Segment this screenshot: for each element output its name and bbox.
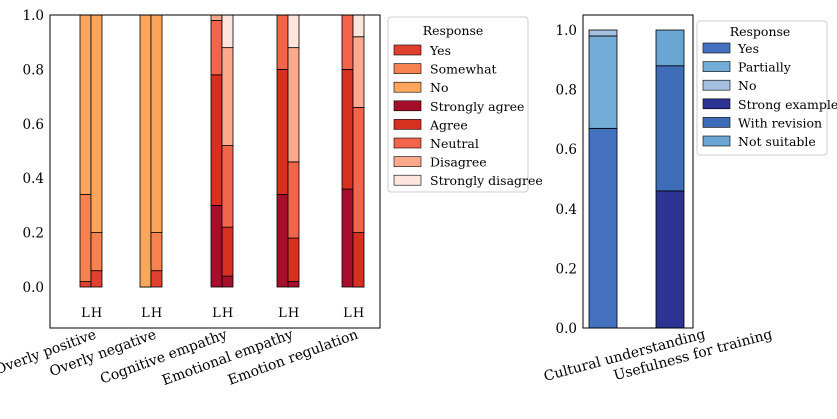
legend-label: Somewhat xyxy=(430,62,497,77)
legend-swatch xyxy=(702,61,731,72)
sub-bar-label: L xyxy=(343,306,352,321)
bar-segment xyxy=(221,275,234,288)
y-tick-label: 1.0 xyxy=(23,8,44,24)
y-tick-label: 0.4 xyxy=(23,171,44,187)
y-tick-label: 0.0 xyxy=(556,321,577,337)
bar-segment xyxy=(210,204,223,288)
y-tick-label: 0.0 xyxy=(23,280,44,296)
y-tick-label: 0.8 xyxy=(556,83,577,99)
legend-swatch xyxy=(702,98,731,110)
bar-segment xyxy=(352,232,365,288)
bar-segment xyxy=(287,14,300,49)
sub-bar-label: L xyxy=(278,306,287,321)
legend-label: Partially xyxy=(738,60,792,75)
legend-title: Response xyxy=(730,24,791,39)
legend-box xyxy=(387,16,529,193)
legend-swatch xyxy=(393,81,422,93)
bar-segment xyxy=(352,14,365,38)
legend-swatch xyxy=(702,79,731,91)
legend-swatch xyxy=(702,135,731,147)
bar-segment xyxy=(655,190,685,329)
sub-bar-label: H xyxy=(288,306,299,321)
legend-label: With revision xyxy=(738,115,822,130)
legend-label: Strongly agree xyxy=(430,99,524,114)
bar-segment xyxy=(79,281,92,288)
legend-swatch xyxy=(393,174,422,186)
legend-swatch xyxy=(393,156,422,167)
legend-swatch xyxy=(702,117,731,128)
bar-segment xyxy=(221,145,234,228)
bar-segment xyxy=(352,36,365,108)
bar-segment xyxy=(655,65,685,192)
legend-label: Yes xyxy=(429,43,451,58)
bar-segment xyxy=(588,127,618,329)
bar-segment xyxy=(341,69,354,190)
bar-segment xyxy=(352,107,365,234)
bar-segment xyxy=(90,270,103,288)
y-tick-label: 0.2 xyxy=(23,226,44,242)
bar-segment xyxy=(79,194,92,282)
bar-segment xyxy=(210,14,223,21)
bar-segment xyxy=(79,14,92,195)
sub-bar-label: L xyxy=(141,306,150,321)
legend-label: No xyxy=(738,78,756,93)
bar-segment xyxy=(150,14,163,234)
bar-segment xyxy=(90,232,103,272)
legend-swatch xyxy=(393,44,422,56)
sub-bar-label: H xyxy=(222,306,233,321)
bar-segment xyxy=(150,270,163,288)
sub-bar-label: L xyxy=(212,306,221,321)
plot-frame xyxy=(582,14,694,329)
bar-segment xyxy=(287,281,300,288)
bar-segment xyxy=(287,237,300,282)
bar-segment xyxy=(287,161,300,239)
bar-segment xyxy=(276,14,289,70)
y-tick-label: 0.6 xyxy=(23,117,44,133)
y-tick-label: 0.2 xyxy=(556,261,577,277)
bar-segment xyxy=(588,29,618,37)
legend-swatch xyxy=(393,63,422,74)
bar-segment xyxy=(341,188,354,288)
bar-segment xyxy=(341,14,354,70)
bar-segment xyxy=(139,14,152,288)
y-tick-label: 0.8 xyxy=(23,62,44,78)
bar-segment xyxy=(210,74,223,206)
sub-bar-label: H xyxy=(151,306,162,321)
bar-segment xyxy=(588,35,618,129)
bar-segment xyxy=(221,14,234,49)
legend-swatch xyxy=(702,42,731,54)
legend-label: Yes xyxy=(737,41,759,56)
legend-swatch xyxy=(393,100,422,112)
bar-segment xyxy=(210,20,223,76)
legend-label: Strong example xyxy=(738,97,837,112)
bar-segment xyxy=(276,69,289,195)
bar-segment xyxy=(90,14,103,234)
sub-bar-label: L xyxy=(81,306,90,321)
y-tick-label: 0.6 xyxy=(556,142,577,158)
legend-label: Strongly disagree xyxy=(430,173,543,188)
bar-segment xyxy=(221,47,234,146)
legend-label: Agree xyxy=(429,117,468,132)
plot-frame xyxy=(49,14,381,329)
bar-segment xyxy=(655,29,685,67)
legend-label: Neutral xyxy=(430,136,479,151)
legend-swatch xyxy=(393,137,422,149)
legend-title: Response xyxy=(423,23,484,38)
legend-label: Not suitable xyxy=(738,134,816,149)
sub-bar-label: H xyxy=(353,306,364,321)
legend-swatch xyxy=(393,119,422,130)
bar-segment xyxy=(221,226,234,277)
bar-segment xyxy=(150,232,163,272)
y-tick-label: 0.4 xyxy=(556,202,577,218)
y-tick-label: 1.0 xyxy=(556,23,577,39)
bar-segment xyxy=(276,194,289,288)
legend-label: Disagree xyxy=(430,155,487,170)
legend-label: No xyxy=(430,80,448,95)
sub-bar-label: H xyxy=(91,306,102,321)
bar-segment xyxy=(287,47,300,163)
